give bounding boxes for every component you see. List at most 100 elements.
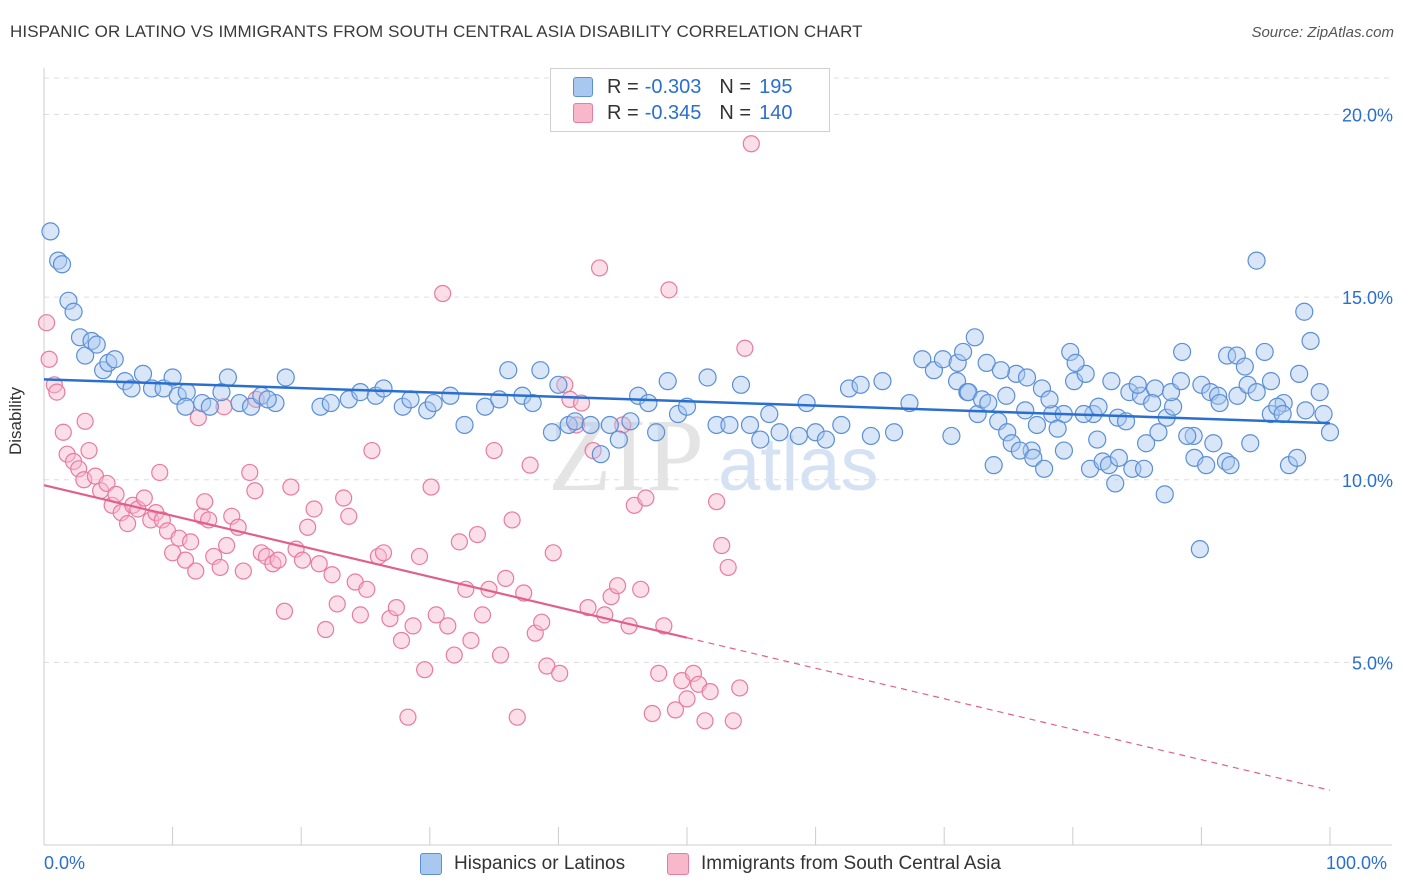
data-point	[526, 624, 544, 642]
chart-title: HISPANIC OR LATINO VS IMMIGRANTS FROM SO…	[10, 22, 863, 41]
data-point	[52, 255, 72, 274]
data-point	[41, 222, 60, 241]
data-point	[133, 364, 153, 383]
data-point	[851, 375, 870, 394]
y-tick-labels: 5.0% 10.0% 15.0% 20.0%	[1342, 106, 1393, 674]
data-point	[720, 415, 739, 435]
trend-line-immigrants	[43, 484, 688, 639]
data-point	[566, 412, 585, 431]
data-point	[1146, 379, 1165, 398]
y-tick-label: 5.0%	[1352, 653, 1393, 673]
data-point	[797, 393, 816, 413]
data-point	[200, 397, 219, 416]
data-point	[153, 511, 171, 529]
y-tick-label: 10.0%	[1342, 471, 1393, 491]
data-point	[335, 489, 353, 507]
data-point	[151, 463, 169, 482]
data-point	[1273, 404, 1292, 424]
data-point	[485, 441, 503, 460]
data-point	[374, 544, 393, 562]
data-point	[230, 393, 249, 413]
data-point	[351, 606, 369, 624]
data-point	[839, 379, 859, 398]
data-point	[59, 291, 78, 310]
data-point	[684, 664, 703, 682]
data-point	[76, 412, 94, 430]
trend-line-hispanics	[43, 378, 1331, 425]
data-point	[473, 606, 492, 624]
data-point	[816, 430, 835, 449]
data-point	[913, 350, 932, 369]
data-point	[323, 566, 341, 584]
data-point	[392, 631, 411, 650]
data-point	[591, 445, 610, 464]
data-point	[54, 423, 72, 441]
legend-n-label: N =	[719, 75, 752, 98]
data-point	[234, 562, 252, 580]
bottom-legend-hispanics[interactable]: Hispanics or Latinos	[420, 851, 625, 877]
data-point	[608, 577, 627, 595]
bottom-legend-immigrants[interactable]: Immigrants from South Central Asia	[667, 851, 1001, 877]
legend-swatch-blue	[573, 77, 593, 97]
data-point	[632, 580, 650, 598]
data-point	[1197, 456, 1216, 475]
data-point	[70, 460, 88, 478]
data-point	[282, 478, 300, 496]
data-point	[1320, 423, 1340, 442]
data-point	[979, 393, 998, 413]
data-point	[293, 551, 312, 569]
data-point	[770, 423, 789, 442]
legend-swatch-pink	[573, 103, 593, 123]
data-point	[1290, 364, 1309, 383]
data-point	[351, 383, 370, 402]
data-point	[135, 489, 153, 507]
data-point	[462, 631, 480, 650]
data-point	[707, 415, 726, 435]
data-point	[678, 690, 696, 708]
series-immigrants-points	[37, 135, 760, 730]
data-point	[187, 562, 205, 580]
data-point	[658, 372, 677, 391]
data-point	[1164, 397, 1183, 416]
data-point	[707, 493, 726, 511]
data-point	[713, 536, 731, 555]
data-point	[1099, 456, 1119, 475]
data-point	[873, 372, 892, 391]
data-point	[1149, 423, 1168, 442]
data-point	[1054, 441, 1074, 460]
legend-n-value: 140	[759, 101, 793, 124]
data-point	[1210, 393, 1229, 413]
data-point	[340, 507, 358, 525]
data-point	[900, 393, 919, 413]
data-point	[275, 602, 294, 620]
data-point	[523, 393, 542, 413]
data-point	[508, 708, 526, 726]
data-point	[789, 426, 808, 446]
data-point	[1155, 485, 1174, 504]
data-point	[1106, 474, 1125, 493]
data-point	[609, 430, 628, 449]
data-point	[1287, 448, 1307, 467]
data-point	[401, 390, 420, 409]
data-point	[751, 430, 770, 449]
x-tick-label-min: 0.0%	[44, 853, 86, 873]
data-point	[639, 393, 658, 413]
y-tick-label: 15.0%	[1342, 288, 1393, 308]
data-point	[196, 493, 214, 511]
data-point	[374, 379, 393, 398]
data-point	[731, 375, 751, 394]
data-point	[861, 426, 880, 446]
data-point	[1131, 386, 1151, 405]
data-point	[731, 679, 749, 697]
data-point	[258, 390, 277, 409]
data-point	[977, 353, 996, 372]
data-point	[531, 361, 550, 380]
data-point	[434, 284, 452, 303]
data-point	[1209, 386, 1228, 405]
data-point	[87, 335, 106, 354]
data-point	[1184, 426, 1203, 446]
data-point	[1016, 401, 1035, 420]
data-point	[422, 478, 440, 496]
data-point	[321, 393, 340, 413]
correlation-legend: R = -0.303 N = 195 R = -0.345 N = 140	[550, 68, 830, 132]
